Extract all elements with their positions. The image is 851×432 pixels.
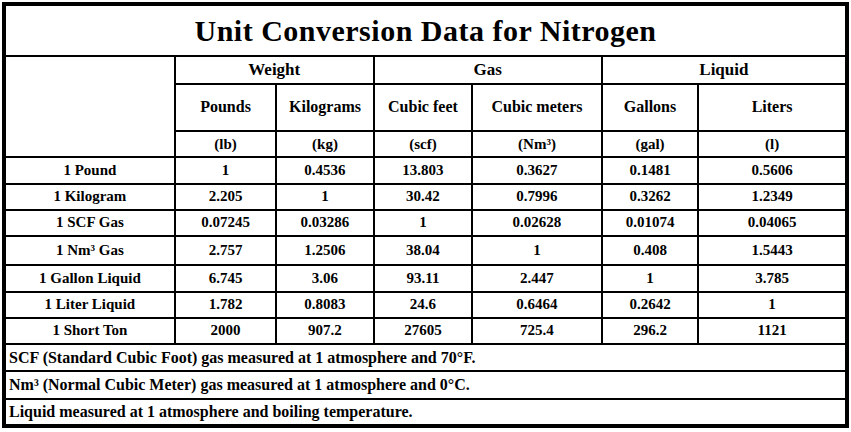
symbol-scf: (scf) [374,131,472,157]
table-cell: 0.01074 [602,210,698,236]
table-cell: 27605 [374,318,472,344]
unit-conversion-table: Unit Conversion Data for Nitrogen Weight… [2,2,849,428]
table-cell: 1 [374,210,472,236]
column-header-liters: Liters [698,84,847,131]
column-header-kilograms: Kilograms [276,84,373,131]
table-cell: 38.04 [374,236,472,265]
table-row-pound: 1 Pound 1 0.4536 13.803 0.3627 0.1481 0.… [4,157,847,183]
table-cell: 1 [276,184,373,210]
group-header-weight: Weight [175,56,374,83]
table-cell: 2.447 [472,265,602,291]
table-cell: 1121 [698,318,847,344]
table-cell: 1 [175,157,276,183]
table-row-liter-liquid: 1 Liter Liquid 1.782 0.8083 24.6 0.6464 … [4,292,847,318]
table-cell: 725.4 [472,318,602,344]
symbol-nm3: (Nm³) [472,131,602,157]
footnote-nm3: Nm³ (Normal Cubic Meter) gas measured at… [4,371,847,398]
table-cell: 3.06 [276,265,373,291]
row-label: 1 Kilogram [4,184,175,210]
column-header-cubic-meters: Cubic meters [472,84,602,131]
table-cell: 1 [698,292,847,318]
table-cell: 0.7996 [472,184,602,210]
table-row-kilogram: 1 Kilogram 2.205 1 30.42 0.7996 0.3262 1… [4,184,847,210]
table-cell: 1.2349 [698,184,847,210]
table-cell: 93.11 [374,265,472,291]
table-row-scf-gas: 1 SCF Gas 0.07245 0.03286 1 0.02628 0.01… [4,210,847,236]
table-cell: 0.8083 [276,292,373,318]
table-cell: 0.2642 [602,292,698,318]
column-header-pounds: Pounds [175,84,276,131]
corner-cell [4,56,175,157]
table-cell: 1.5443 [698,236,847,265]
table-cell: 13.803 [374,157,472,183]
column-header-cubic-feet: Cubic feet [374,84,472,131]
symbol-l: (l) [698,131,847,157]
table-cell: 1 [602,265,698,291]
page-title: Unit Conversion Data for Nitrogen [4,4,847,56]
table-cell: 2.757 [175,236,276,265]
row-label: 1 SCF Gas [4,210,175,236]
table-cell: 0.07245 [175,210,276,236]
table-cell: 0.04065 [698,210,847,236]
footnote-liquid: Liquid measured at 1 atmosphere and boil… [4,399,847,426]
table-cell: 1.2506 [276,236,373,265]
table-cell: 296.2 [602,318,698,344]
column-header-gallons: Gallons [602,84,698,131]
table-cell: 0.408 [602,236,698,265]
table-cell: 0.1481 [602,157,698,183]
table-cell: 6.745 [175,265,276,291]
row-label: 1 Gallon Liquid [4,265,175,291]
group-header-liquid: Liquid [602,56,847,83]
table-row-gallon-liquid: 1 Gallon Liquid 6.745 3.06 93.11 2.447 1… [4,265,847,291]
table-cell: 0.3627 [472,157,602,183]
title-row: Unit Conversion Data for Nitrogen [4,4,847,56]
row-label: 1 Nm³ Gas [4,236,175,265]
table-cell: 0.3262 [602,184,698,210]
row-label: 1 Short Ton [4,318,175,344]
symbol-lb: (lb) [175,131,276,157]
table-cell: 3.785 [698,265,847,291]
table-cell: 24.6 [374,292,472,318]
table-cell: 1.782 [175,292,276,318]
table-cell: 0.02628 [472,210,602,236]
table-cell: 2.205 [175,184,276,210]
page: Unit Conversion Data for Nitrogen Weight… [0,0,851,432]
table-row-short-ton: 1 Short Ton 2000 907.2 27605 725.4 296.2… [4,318,847,344]
table-cell: 1 [472,236,602,265]
table-row-nm3-gas: 1 Nm³ Gas 2.757 1.2506 38.04 1 0.408 1.5… [4,236,847,265]
table-cell: 0.5606 [698,157,847,183]
row-label: 1 Liter Liquid [4,292,175,318]
symbol-kg: (kg) [276,131,373,157]
table-cell: 30.42 [374,184,472,210]
table-cell: 2000 [175,318,276,344]
symbol-gal: (gal) [602,131,698,157]
group-header-row: Weight Gas Liquid [4,56,847,83]
table-cell: 0.03286 [276,210,373,236]
table-cell: 0.6464 [472,292,602,318]
footnote-row-scf: SCF (Standard Cubic Foot) gas measured a… [4,344,847,371]
table-cell: 0.4536 [276,157,373,183]
footnote-scf: SCF (Standard Cubic Foot) gas measured a… [4,344,847,371]
table-cell: 907.2 [276,318,373,344]
footnote-row-liquid: Liquid measured at 1 atmosphere and boil… [4,399,847,426]
row-label: 1 Pound [4,157,175,183]
group-header-gas: Gas [374,56,602,83]
footnote-row-nm3: Nm³ (Normal Cubic Meter) gas measured at… [4,371,847,398]
